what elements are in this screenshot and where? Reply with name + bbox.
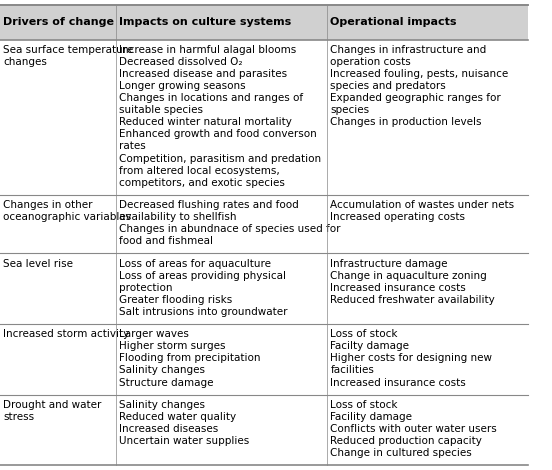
- Text: stress: stress: [3, 412, 34, 422]
- Text: Sea level rise: Sea level rise: [3, 258, 73, 268]
- Text: Facility damage: Facility damage: [331, 412, 412, 422]
- Bar: [0, 253, 528, 324]
- Text: Reduced winter natural mortality: Reduced winter natural mortality: [119, 118, 292, 127]
- Text: Drivers of change: Drivers of change: [3, 17, 114, 27]
- Text: suitable species: suitable species: [119, 105, 203, 115]
- Text: Changes in infrastructure and: Changes in infrastructure and: [331, 45, 487, 55]
- Text: competitors, and exotic species: competitors, and exotic species: [119, 178, 285, 188]
- Text: operation costs: operation costs: [331, 57, 411, 67]
- Text: Facilty damage: Facilty damage: [331, 341, 410, 351]
- Text: Expanded geographic ranges for: Expanded geographic ranges for: [331, 93, 501, 103]
- Text: Greater flooding risks: Greater flooding risks: [119, 295, 232, 305]
- Bar: [0, 39, 528, 195]
- Text: Accumulation of wastes under nets: Accumulation of wastes under nets: [331, 200, 514, 210]
- Text: species and predators: species and predators: [331, 81, 446, 91]
- Text: Increased operating costs: Increased operating costs: [331, 212, 465, 222]
- Text: Loss of stock: Loss of stock: [331, 329, 398, 339]
- Text: Decreased flushing rates and food: Decreased flushing rates and food: [119, 200, 299, 210]
- Text: Operational impacts: Operational impacts: [331, 17, 457, 27]
- Text: Uncertain water supplies: Uncertain water supplies: [119, 436, 250, 446]
- Text: Increased diseases: Increased diseases: [119, 424, 219, 434]
- Text: Changes in locations and ranges of: Changes in locations and ranges of: [119, 93, 304, 103]
- Text: changes: changes: [3, 57, 47, 67]
- Text: Infrastructure damage: Infrastructure damage: [331, 258, 448, 268]
- Text: rates: rates: [119, 141, 146, 151]
- Text: Larger waves: Larger waves: [119, 329, 189, 339]
- Text: Salinity changes: Salinity changes: [119, 400, 205, 410]
- Text: protection: protection: [119, 283, 173, 293]
- Text: Decreased dissolved O₂: Decreased dissolved O₂: [119, 57, 243, 67]
- Text: availability to shellfish: availability to shellfish: [119, 212, 237, 222]
- Text: Structure damage: Structure damage: [119, 377, 214, 387]
- Text: Increased insurance costs: Increased insurance costs: [331, 283, 466, 293]
- Text: Changes in other: Changes in other: [3, 200, 93, 210]
- Text: Higher costs for designing new: Higher costs for designing new: [331, 353, 492, 363]
- Bar: [0, 195, 528, 253]
- Bar: [0, 395, 528, 465]
- Text: Competition, parasitism and predation: Competition, parasitism and predation: [119, 154, 321, 164]
- Text: species: species: [331, 105, 370, 115]
- Text: Change in aquaculture zoning: Change in aquaculture zoning: [331, 271, 487, 281]
- Text: Increased insurance costs: Increased insurance costs: [331, 377, 466, 387]
- Text: Increased disease and parasites: Increased disease and parasites: [119, 69, 288, 79]
- Text: Reduced freshwater availability: Reduced freshwater availability: [331, 295, 495, 305]
- Text: Loss of stock: Loss of stock: [331, 400, 398, 410]
- Text: Changes in abundnace of species used for: Changes in abundnace of species used for: [119, 224, 341, 234]
- Text: Change in cultured species: Change in cultured species: [331, 448, 472, 458]
- Text: food and fishmeal: food and fishmeal: [119, 236, 213, 246]
- Text: Reduced production capacity: Reduced production capacity: [331, 436, 482, 446]
- Text: Increased fouling, pests, nuisance: Increased fouling, pests, nuisance: [331, 69, 509, 79]
- Text: oceanographic variables: oceanographic variables: [3, 212, 131, 222]
- Text: Drought and water: Drought and water: [3, 400, 102, 410]
- Text: Flooding from precipitation: Flooding from precipitation: [119, 353, 261, 363]
- Text: Higher storm surges: Higher storm surges: [119, 341, 226, 351]
- Text: Salinity changes: Salinity changes: [119, 365, 205, 376]
- Text: Sea surface temperature: Sea surface temperature: [3, 45, 134, 55]
- Text: Loss of areas providing physical: Loss of areas providing physical: [119, 271, 286, 281]
- Text: Conflicts with outer water users: Conflicts with outer water users: [331, 424, 497, 434]
- Text: Enhanced growth and food converson: Enhanced growth and food converson: [119, 129, 317, 140]
- Text: Increased storm activity: Increased storm activity: [3, 329, 129, 339]
- Bar: [0, 324, 528, 395]
- Text: Longer growing seasons: Longer growing seasons: [119, 81, 246, 91]
- Text: Salt intrusions into groundwater: Salt intrusions into groundwater: [119, 307, 288, 317]
- Bar: [0, 5, 528, 39]
- Text: Impacts on culture systems: Impacts on culture systems: [119, 17, 291, 27]
- Text: Reduced water quality: Reduced water quality: [119, 412, 236, 422]
- Text: from altered local ecosystems,: from altered local ecosystems,: [119, 165, 280, 176]
- Text: facilities: facilities: [331, 365, 374, 376]
- Text: Increase in harmful alagal blooms: Increase in harmful alagal blooms: [119, 45, 296, 55]
- Text: Loss of areas for aquaculture: Loss of areas for aquaculture: [119, 258, 271, 268]
- Text: Changes in production levels: Changes in production levels: [331, 118, 482, 127]
